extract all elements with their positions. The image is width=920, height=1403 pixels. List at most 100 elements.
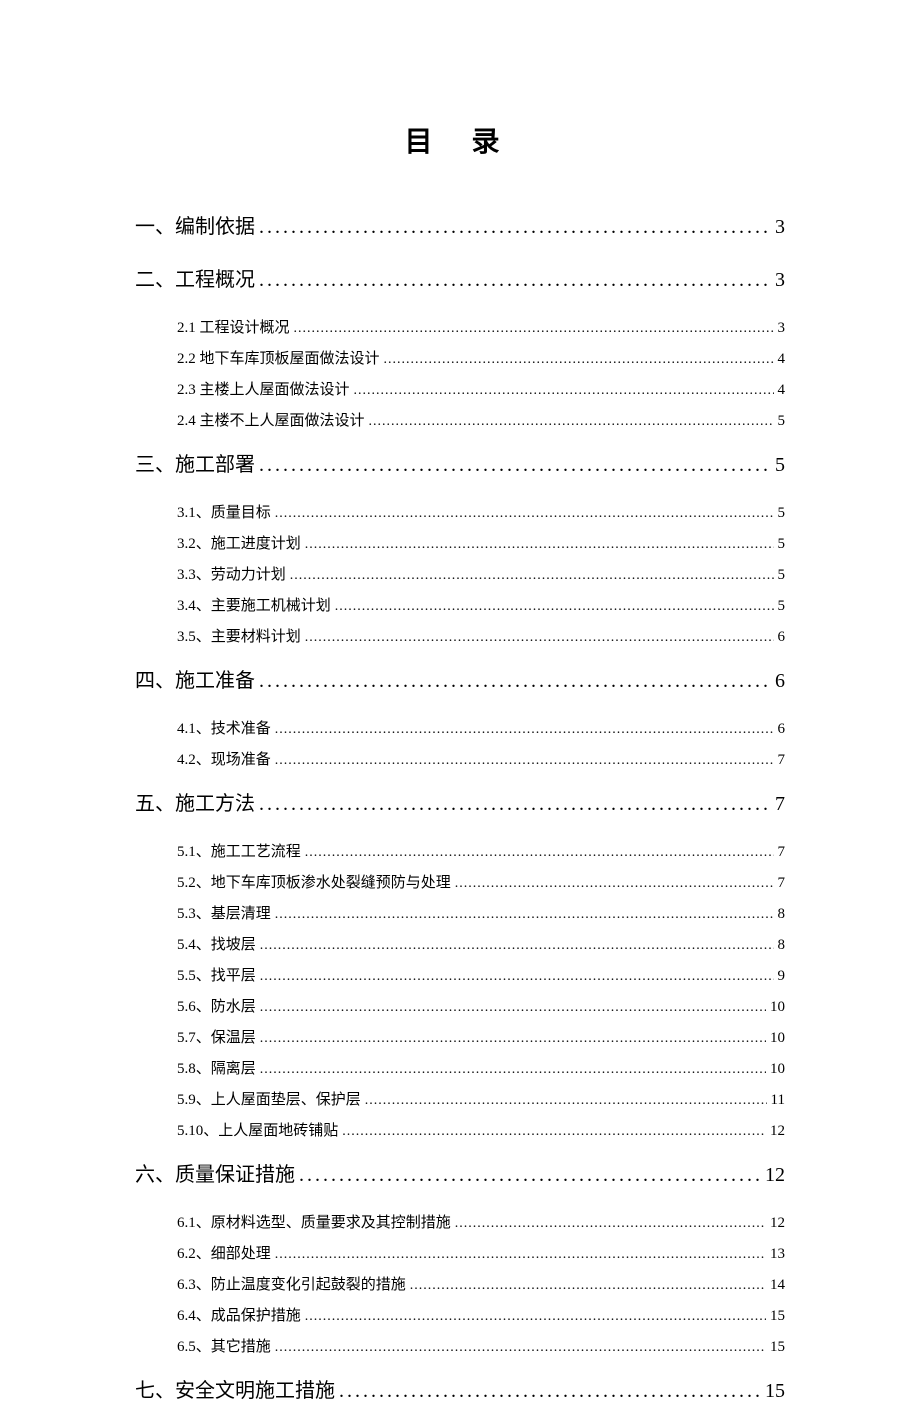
toc-leader-dots: ........................................… [290, 568, 774, 584]
toc-entry-level1: 三、施工部署..................................… [135, 448, 785, 477]
toc-leader-dots: ........................................… [275, 1340, 766, 1356]
toc-entry-level2: 2.1 工程设计概况..............................… [177, 316, 785, 337]
toc-leader-dots: ........................................… [299, 1164, 761, 1187]
toc-page-number: 6 [775, 670, 785, 693]
toc-leader-dots: ........................................… [410, 1278, 766, 1294]
toc-entry-level1: 四、施工准备..................................… [135, 664, 785, 693]
toc-leader-dots: ........................................… [305, 537, 774, 553]
toc-label: 3.2、施工进度计划 [177, 532, 301, 553]
toc-title: 目 录 [135, 120, 785, 160]
toc-page-number: 10 [770, 1061, 785, 1078]
toc-entry-level2: 6.4、成品保护措施..............................… [177, 1304, 785, 1325]
toc-leader-dots: ........................................… [455, 1216, 766, 1232]
toc-section: 二、工程概况..................................… [135, 263, 785, 430]
toc-label: 4.2、现场准备 [177, 748, 271, 769]
toc-label: 五、施工方法 [135, 787, 255, 816]
toc-label: 5.1、施工工艺流程 [177, 840, 301, 861]
toc-entry-level2: 5.3、基层清理................................… [177, 902, 785, 923]
toc-entry-level1: 七、安全文明施工措施..............................… [135, 1374, 785, 1403]
toc-leader-dots: ........................................… [275, 1247, 766, 1263]
toc-leader-dots: ........................................… [259, 216, 771, 239]
toc-leader-dots: ........................................… [260, 938, 774, 954]
toc-entry-level2: 5.10、上人屋面地砖铺贴...........................… [177, 1119, 785, 1140]
toc-page-number: 10 [770, 999, 785, 1016]
toc-entry-level2: 5.5、找平层.................................… [177, 964, 785, 985]
toc-leader-dots: ........................................… [259, 670, 771, 693]
toc-leader-dots: ........................................… [384, 352, 774, 368]
toc-label: 3.1、质量目标 [177, 501, 271, 522]
toc-label: 6.1、原材料选型、质量要求及其控制措施 [177, 1211, 451, 1232]
toc-page-number: 5 [778, 413, 786, 430]
toc-label: 6.2、细部处理 [177, 1242, 271, 1263]
toc-page-number: 5 [778, 505, 786, 522]
toc-container: 一、编制依据..................................… [135, 210, 785, 1403]
toc-label: 5.5、找平层 [177, 964, 256, 985]
toc-page-number: 15 [770, 1339, 785, 1356]
toc-label: 2.3 主楼上人屋面做法设计 [177, 378, 350, 399]
toc-leader-dots: ........................................… [260, 1031, 766, 1047]
toc-page-number: 12 [765, 1164, 785, 1187]
toc-page-number: 8 [778, 906, 786, 923]
toc-label: 二、工程概况 [135, 263, 255, 292]
toc-leader-dots: ........................................… [259, 269, 771, 292]
toc-label: 4.1、技术准备 [177, 717, 271, 738]
toc-page-number: 11 [771, 1092, 785, 1109]
toc-page-number: 3 [775, 269, 785, 292]
toc-leader-dots: ........................................… [259, 454, 771, 477]
toc-leader-dots: ........................................… [275, 506, 774, 522]
toc-leader-dots: ........................................… [339, 1380, 761, 1403]
toc-leader-dots: ........................................… [354, 383, 774, 399]
toc-label: 6.4、成品保护措施 [177, 1304, 301, 1325]
toc-entry-level2: 3.2、施工进度计划..............................… [177, 532, 785, 553]
toc-entry-level2: 5.9、上人屋面垫层、保护层..........................… [177, 1088, 785, 1109]
toc-page-number: 4 [778, 351, 786, 368]
toc-entry-level2: 3.5、主要材料计划..............................… [177, 625, 785, 646]
toc-entry-level2: 6.5、其它措施................................… [177, 1335, 785, 1356]
toc-label: 5.6、防水层 [177, 995, 256, 1016]
toc-page-number: 14 [770, 1277, 785, 1294]
toc-page-number: 12 [770, 1215, 785, 1232]
toc-entry-level2: 2.2 地下车库顶板屋面做法设计........................… [177, 347, 785, 368]
toc-label: 6.3、防止温度变化引起鼓裂的措施 [177, 1273, 406, 1294]
toc-label: 2.2 地下车库顶板屋面做法设计 [177, 347, 380, 368]
toc-entry-level2: 6.2、细部处理................................… [177, 1242, 785, 1263]
toc-page-number: 10 [770, 1030, 785, 1047]
toc-page-number: 7 [775, 793, 785, 816]
toc-leader-dots: ........................................… [259, 793, 771, 816]
toc-section: 四、施工准备..................................… [135, 664, 785, 769]
toc-entry-level2: 5.2、地下车库顶板渗水处裂缝预防与处理....................… [177, 871, 785, 892]
toc-leader-dots: ........................................… [305, 1309, 766, 1325]
toc-entry-level2: 3.1、质量目标................................… [177, 501, 785, 522]
toc-leader-dots: ........................................… [455, 876, 774, 892]
toc-page-number: 15 [765, 1380, 785, 1403]
toc-label: 6.5、其它措施 [177, 1335, 271, 1356]
toc-page-number: 5 [778, 536, 786, 553]
toc-entry-level2: 3.3、劳动力计划...............................… [177, 563, 785, 584]
toc-label: 5.3、基层清理 [177, 902, 271, 923]
toc-section: 五、施工方法..................................… [135, 787, 785, 1140]
toc-page-number: 8 [778, 937, 786, 954]
toc-page-number: 7 [778, 875, 786, 892]
toc-entry-level2: 3.4、主要施工机械计划............................… [177, 594, 785, 615]
toc-section: 七、安全文明施工措施..............................… [135, 1374, 785, 1403]
toc-page-number: 7 [778, 752, 786, 769]
toc-label: 5.2、地下车库顶板渗水处裂缝预防与处理 [177, 871, 451, 892]
toc-leader-dots: ........................................… [365, 1093, 767, 1109]
toc-label: 5.7、保温层 [177, 1026, 256, 1047]
toc-section: 六、质量保证措施................................… [135, 1158, 785, 1356]
toc-label: 2.1 工程设计概况 [177, 316, 290, 337]
toc-label: 四、施工准备 [135, 664, 255, 693]
toc-page-number: 5 [775, 454, 785, 477]
toc-label: 3.5、主要材料计划 [177, 625, 301, 646]
toc-label: 3.3、劳动力计划 [177, 563, 286, 584]
toc-page-number: 6 [778, 629, 786, 646]
toc-leader-dots: ........................................… [260, 969, 774, 985]
toc-leader-dots: ........................................… [369, 414, 774, 430]
toc-label: 2.4 主楼不上人屋面做法设计 [177, 409, 365, 430]
toc-entry-level2: 6.1、原材料选型、质量要求及其控制措施....................… [177, 1211, 785, 1232]
toc-leader-dots: ........................................… [260, 1000, 766, 1016]
toc-entry-level1: 二、工程概况..................................… [135, 263, 785, 292]
toc-entry-level2: 5.8、隔离层.................................… [177, 1057, 785, 1078]
toc-label: 六、质量保证措施 [135, 1158, 295, 1187]
toc-page-number: 15 [770, 1308, 785, 1325]
